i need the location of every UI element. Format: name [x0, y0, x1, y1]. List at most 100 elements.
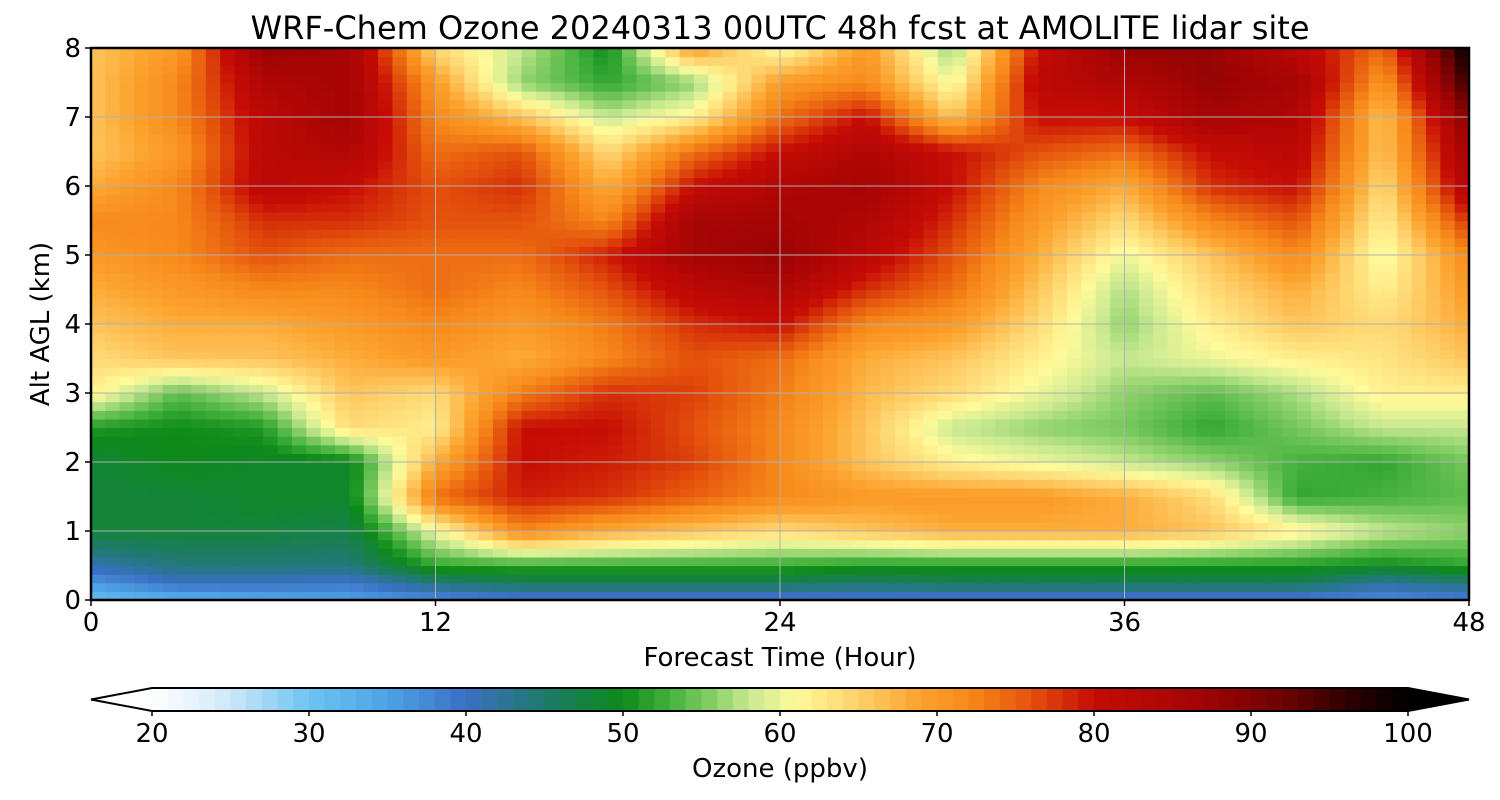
heatmap-cell [421, 280, 437, 291]
heatmap-cell [234, 367, 250, 377]
heatmap-cell [1239, 444, 1255, 454]
heatmap-cell [851, 582, 867, 592]
heatmap-cell [507, 263, 523, 273]
heatmap-cell [248, 427, 264, 437]
heatmap-cell [923, 436, 939, 446]
heatmap-cell [1181, 177, 1197, 187]
heatmap-cell [693, 246, 709, 256]
heatmap-cell [851, 341, 867, 351]
heatmap-cell [1210, 539, 1226, 549]
heatmap-cell [693, 574, 709, 584]
heatmap-cell [378, 168, 394, 178]
heatmap-cell [636, 203, 652, 213]
heatmap-cell [162, 280, 178, 291]
heatmap-cell [507, 220, 523, 230]
heatmap-cell [162, 496, 178, 506]
heatmap-cell [952, 177, 968, 187]
heatmap-cell [134, 160, 150, 170]
heatmap-cell [320, 496, 336, 506]
heatmap-cell [1081, 556, 1097, 567]
heatmap-cell [837, 556, 853, 567]
heatmap-cell [306, 186, 322, 196]
heatmap-cell [794, 427, 810, 437]
heatmap-cell [277, 229, 293, 239]
heatmap-cell [909, 289, 925, 299]
heatmap-cell [291, 582, 307, 592]
heatmap-cell [909, 556, 925, 567]
heatmap-cell [794, 289, 810, 299]
heatmap-cell [880, 444, 896, 454]
heatmap-cell [1253, 436, 1269, 446]
heatmap-cell [1425, 565, 1441, 575]
heatmap-cell [1311, 582, 1327, 592]
heatmap-cell [1311, 410, 1327, 420]
heatmap-cell [492, 341, 508, 351]
heatmap-cell [909, 487, 925, 498]
heatmap-cell [636, 444, 652, 454]
heatmap-cell [736, 505, 752, 515]
heatmap-cell [1268, 315, 1283, 325]
heatmap-cell [937, 272, 953, 282]
heatmap-cell [794, 453, 810, 463]
heatmap-cell [1067, 487, 1083, 498]
heatmap-cell [650, 444, 666, 454]
heatmap-cell [679, 315, 695, 325]
heatmap-cell [492, 453, 508, 463]
heatmap-cell [535, 556, 551, 567]
heatmap-cell [1440, 505, 1456, 515]
heatmap-cell [421, 375, 437, 385]
heatmap-cell [1411, 237, 1427, 247]
heatmap-cell [1138, 177, 1154, 187]
heatmap-cell [1081, 151, 1097, 161]
heatmap-cell [679, 220, 695, 230]
heatmap-cell [751, 324, 767, 334]
heatmap-cell [1268, 384, 1283, 394]
heatmap-cell [1167, 280, 1183, 291]
heatmap-cell [1282, 255, 1298, 265]
heatmap-cell [780, 237, 795, 247]
heatmap-cell [1253, 548, 1269, 558]
heatmap-cell [535, 393, 551, 403]
heatmap-cell [736, 591, 752, 601]
heatmap-cell [607, 237, 623, 247]
heatmap-cell [794, 418, 810, 429]
heatmap-cell [909, 548, 925, 558]
heatmap-cell [650, 177, 666, 187]
heatmap-cell [205, 574, 221, 584]
heatmap-cell [980, 160, 996, 170]
heatmap-cell [1024, 410, 1039, 420]
heatmap-cell [220, 505, 236, 515]
heatmap-cell [593, 341, 609, 351]
heatmap-cell [808, 315, 824, 325]
heatmap-cell [205, 246, 221, 256]
heatmap-cell [234, 556, 250, 567]
heatmap-cell [636, 487, 652, 498]
heatmap-cell [1224, 280, 1240, 291]
heatmap-cell [1354, 470, 1370, 480]
heatmap-cell [521, 436, 537, 446]
heatmap-cell [349, 306, 365, 316]
heatmap-cell [277, 151, 293, 161]
heatmap-cell [1382, 410, 1398, 420]
heatmap-cell [1009, 211, 1025, 222]
heatmap-cell [1411, 591, 1427, 601]
heatmap-cell [980, 211, 996, 222]
heatmap-cell [909, 211, 925, 222]
heatmap-cell [736, 582, 752, 592]
heatmap-cell [349, 341, 365, 351]
heatmap-cell [1440, 531, 1456, 541]
heatmap-cell [808, 565, 824, 575]
heatmap-cell [162, 591, 178, 601]
heatmap-cell [636, 418, 652, 429]
heatmap-cell [1181, 479, 1197, 489]
heatmap-cell [220, 582, 236, 592]
heatmap-cell [1124, 272, 1140, 282]
heatmap-cell [1138, 246, 1154, 256]
heatmap-cell [607, 384, 623, 394]
heatmap-cell [1167, 289, 1183, 299]
heatmap-cell [794, 229, 810, 239]
heatmap-cell [421, 186, 437, 196]
heatmap-cell [234, 470, 250, 480]
heatmap-cell [1425, 246, 1441, 256]
heatmap-cell [952, 401, 968, 411]
